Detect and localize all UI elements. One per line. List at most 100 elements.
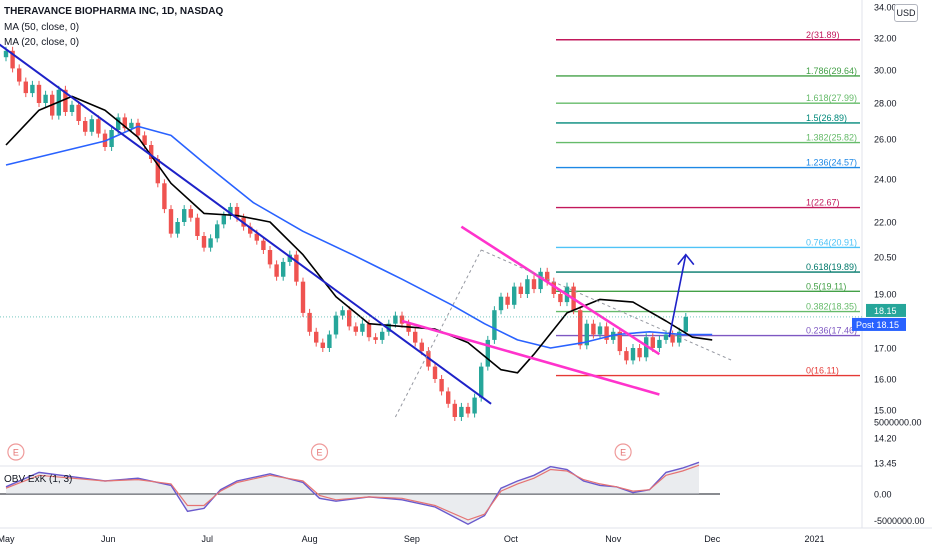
obv-legend[interactable]: OBV ExK (1, 3) xyxy=(4,474,73,485)
currency-badge[interactable]: USD xyxy=(894,4,918,22)
candle-body xyxy=(129,122,134,129)
candle-body xyxy=(63,89,68,112)
candle-body xyxy=(69,104,75,112)
candle-body xyxy=(23,81,28,94)
candle-body xyxy=(175,222,180,234)
price-tick-label: 28.00 xyxy=(874,99,897,109)
fib-level-label: 2(31.89) xyxy=(806,30,840,40)
candle-body xyxy=(122,117,127,129)
price-tick-label: 19.00 xyxy=(874,290,897,300)
candle-body xyxy=(518,286,523,294)
candle-body xyxy=(485,339,490,367)
candle-body xyxy=(116,117,121,130)
candle-body xyxy=(498,296,504,311)
candle-body xyxy=(36,84,42,103)
candle-body xyxy=(578,310,583,346)
candle-body xyxy=(162,183,167,210)
breakout-arrow-head xyxy=(677,253,695,266)
candle-body xyxy=(492,310,497,340)
candle-body xyxy=(201,236,207,248)
earnings-marker-label: E xyxy=(316,448,322,458)
candle-body xyxy=(439,379,444,392)
candle-body xyxy=(472,397,477,414)
candle-body xyxy=(644,337,649,358)
obv-tick-label: 5000000.00 xyxy=(874,418,922,428)
ma20-legend[interactable]: MA (20, close, 0) xyxy=(4,37,80,48)
candle-body xyxy=(386,323,391,332)
candle-body xyxy=(274,264,279,277)
fib-level-label: 0(16.11) xyxy=(806,366,839,376)
candle-body xyxy=(360,323,365,332)
time-tick-label: May xyxy=(0,534,15,544)
ma50-line xyxy=(5,125,713,349)
candle-body xyxy=(294,254,299,282)
candle-body xyxy=(234,206,240,218)
candle-body xyxy=(393,315,398,324)
candle-body xyxy=(630,348,636,361)
price-tick-label: 20.50 xyxy=(874,253,897,263)
post-price-label: Post 18.15 xyxy=(856,320,899,330)
price-tick-label: 30.00 xyxy=(874,66,897,76)
candle-body xyxy=(366,323,372,338)
candle-body xyxy=(261,240,266,250)
price-tick-label: 26.00 xyxy=(874,135,897,145)
earnings-marker xyxy=(614,443,632,461)
price-tick-label: 15.00 xyxy=(874,406,897,416)
candle-body xyxy=(551,281,556,294)
candle-body xyxy=(479,366,484,398)
candle-body xyxy=(340,310,345,316)
candle-body xyxy=(617,331,622,352)
obv-tick-label: 0.00 xyxy=(874,490,892,500)
fib-level-label: 1.382(25.82) xyxy=(806,133,857,143)
price-tick-label: 17.00 xyxy=(874,344,897,354)
candle-body xyxy=(380,331,385,340)
price-tick-label: 14.20 xyxy=(874,434,897,444)
candle-body xyxy=(142,135,147,145)
candle-body xyxy=(287,254,292,262)
time-tick-label: Nov xyxy=(605,534,622,544)
candle-body xyxy=(505,296,510,305)
candle-body xyxy=(215,224,220,239)
candle-body xyxy=(83,121,88,132)
earnings-marker-label: E xyxy=(13,448,19,458)
obv-fill-area xyxy=(6,462,699,525)
ma20-line xyxy=(5,95,713,374)
candle-body xyxy=(657,339,662,348)
candle-body xyxy=(254,233,259,241)
candle-body xyxy=(248,226,253,234)
candle-body xyxy=(353,326,358,332)
candle-body xyxy=(168,209,174,234)
candle-body xyxy=(17,68,22,82)
time-tick-label: Dec xyxy=(704,534,721,544)
candle-body xyxy=(637,348,642,358)
candle-body xyxy=(624,351,629,361)
candle-body xyxy=(228,206,233,216)
candle-body xyxy=(195,217,200,236)
candle-body xyxy=(558,294,563,303)
earnings-marker xyxy=(7,443,25,461)
fib-level-label: 1.236(24.57) xyxy=(806,158,857,168)
candle-body xyxy=(650,337,655,348)
candle-body xyxy=(538,271,543,290)
projection-dashed-rise xyxy=(394,249,482,418)
wedge-lower-line xyxy=(401,319,660,396)
candle-body xyxy=(525,279,530,294)
candle-body xyxy=(446,391,451,404)
candle-body xyxy=(333,315,339,335)
fib-level-label: 1.5(26.89) xyxy=(806,113,847,123)
candle-body xyxy=(314,331,319,343)
price-tick-label: 22.00 xyxy=(874,218,897,228)
candle-body xyxy=(30,84,35,94)
last-price-label: 18.15 xyxy=(874,306,897,316)
candle-body xyxy=(604,326,609,340)
ma50-legend[interactable]: MA (50, close, 0) xyxy=(4,22,80,33)
post-price-badge xyxy=(852,317,906,331)
candle-body xyxy=(584,323,589,346)
fib-level-label: 0.236(17.46) xyxy=(806,326,857,336)
candle-body xyxy=(406,323,411,332)
candle-body xyxy=(327,334,332,348)
candle-body xyxy=(347,310,352,327)
candle-body xyxy=(208,238,213,248)
